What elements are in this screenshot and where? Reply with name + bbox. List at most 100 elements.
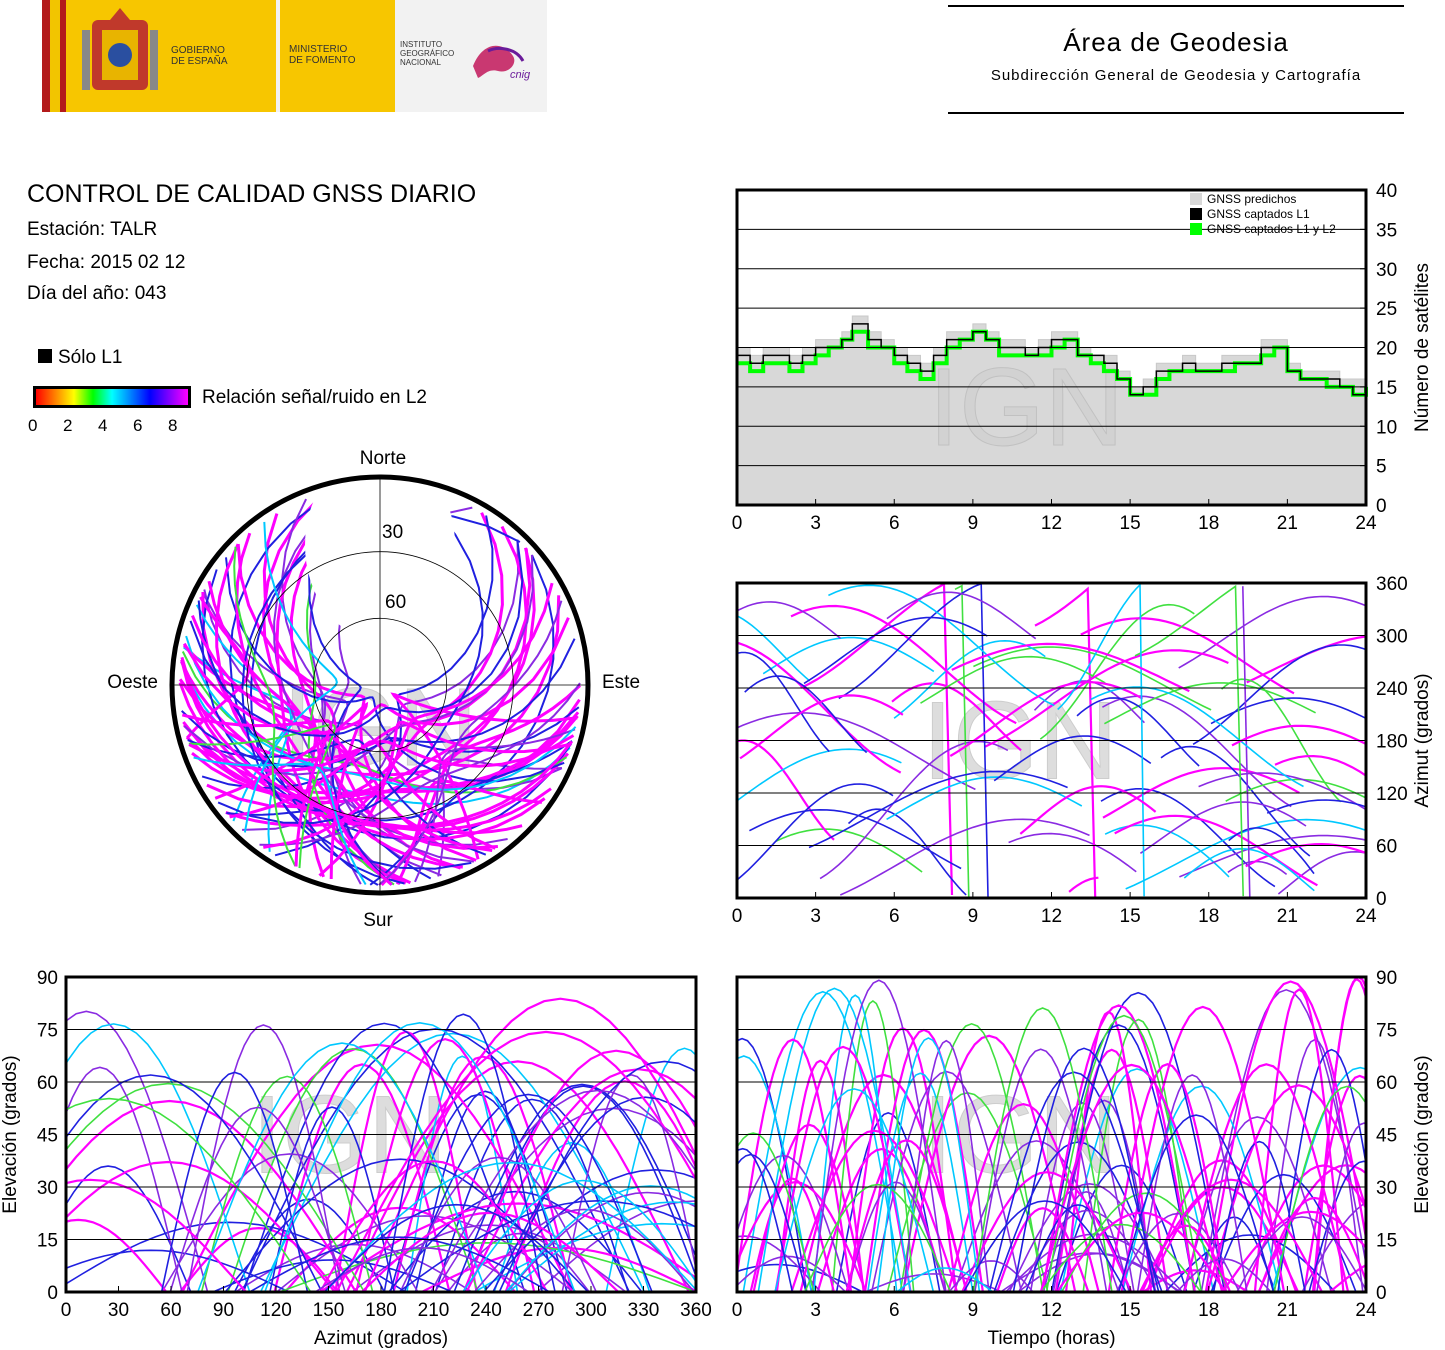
satellite-track bbox=[1257, 1196, 1366, 1292]
satellite-track bbox=[774, 1045, 912, 1292]
satellite-track bbox=[803, 616, 988, 685]
satellite-track bbox=[749, 808, 962, 870]
satellite-track bbox=[197, 1042, 487, 1292]
satellite-track bbox=[847, 808, 967, 896]
y-tick-label: 30 bbox=[1376, 1178, 1397, 1199]
satellite-track bbox=[462, 1049, 696, 1292]
satellite-track bbox=[355, 1037, 536, 1292]
ring-label: 30 bbox=[382, 522, 403, 543]
satellite-track bbox=[737, 1235, 822, 1292]
ministry-label: MINISTERIO DE FOMENTO bbox=[289, 44, 356, 66]
satellite-track bbox=[737, 783, 894, 881]
y-tick-label: 60 bbox=[37, 1073, 58, 1094]
x-tick-label: 24 bbox=[1355, 1300, 1377, 1321]
satellite-track bbox=[1179, 834, 1366, 878]
satellite-track bbox=[188, 734, 575, 773]
satellite-track bbox=[1057, 583, 1145, 897]
legend-swatch bbox=[1190, 193, 1202, 205]
satellite-track bbox=[948, 1260, 1034, 1292]
x-tick-label: 18 bbox=[1198, 906, 1219, 927]
y-tick-label: 0 bbox=[1376, 889, 1387, 910]
satellite-track bbox=[742, 990, 904, 1292]
satellite-track bbox=[1221, 678, 1342, 803]
x-tick-label: 15 bbox=[1120, 1300, 1141, 1321]
satellite-track bbox=[737, 1132, 815, 1292]
flag-stripe bbox=[50, 0, 60, 112]
satellite-track bbox=[951, 642, 1190, 693]
satellite-track bbox=[1212, 1140, 1306, 1292]
satellite-track bbox=[737, 711, 976, 791]
snr-colorbar bbox=[33, 386, 191, 408]
track-group: IGN bbox=[66, 997, 696, 1292]
legend-label: GNSS captados L1 bbox=[1207, 207, 1310, 221]
satellite-track bbox=[996, 1207, 1090, 1292]
y-tick-label: 45 bbox=[1376, 1126, 1397, 1147]
skyplot-tracks: IGN bbox=[169, 474, 591, 896]
satellite-track bbox=[737, 615, 811, 682]
x-tick-label: 300 bbox=[575, 1300, 607, 1321]
satellite-track bbox=[421, 1246, 696, 1292]
satellite-track bbox=[308, 488, 393, 886]
y-tick-label: 30 bbox=[1376, 260, 1397, 281]
satellite-track bbox=[993, 735, 1152, 782]
satellite-track bbox=[920, 655, 1106, 704]
satellite-track bbox=[972, 1007, 1113, 1292]
satellite-track bbox=[1301, 1201, 1366, 1292]
satellite-track bbox=[388, 1190, 643, 1292]
x-tick-label: 24 bbox=[1355, 513, 1377, 534]
satellite-track bbox=[188, 723, 336, 869]
x-tick-label: 330 bbox=[628, 1300, 660, 1321]
satellite-track bbox=[447, 1232, 590, 1292]
x-tick-label: 15 bbox=[1120, 906, 1141, 927]
satellite-track bbox=[737, 1154, 850, 1292]
y-axis-title: Elevación (grados) bbox=[0, 1055, 21, 1213]
satellite-track bbox=[275, 484, 407, 885]
x-tick-label: 270 bbox=[523, 1300, 555, 1321]
satellite-track bbox=[319, 1202, 696, 1292]
legend-swatch bbox=[1190, 208, 1202, 220]
y-tick-label: 0 bbox=[47, 1283, 58, 1304]
satellite-track bbox=[1139, 1178, 1323, 1292]
satellite-track bbox=[1210, 1173, 1357, 1292]
satellite-track bbox=[319, 1160, 548, 1292]
x-tick-label: 6 bbox=[889, 513, 900, 534]
area-title: Área de Geodesia bbox=[1063, 27, 1289, 57]
doy-label: Día del año: 043 bbox=[27, 283, 167, 304]
satellite-track bbox=[263, 582, 554, 849]
satellite-track bbox=[378, 600, 563, 886]
satellite-track bbox=[273, 1063, 451, 1292]
satellite-track bbox=[973, 646, 1212, 711]
x-tick-label: 12 bbox=[1041, 513, 1062, 534]
satellite-track bbox=[498, 1060, 696, 1292]
satellite-track bbox=[831, 1000, 915, 1292]
satellite-track bbox=[974, 1048, 1108, 1292]
y-tick-label: 15 bbox=[37, 1231, 58, 1252]
north-label: Norte bbox=[360, 448, 406, 469]
satellite-track bbox=[193, 756, 367, 886]
satellite-track bbox=[1136, 1074, 1248, 1292]
satellite-track bbox=[66, 1165, 192, 1292]
satellite-track bbox=[324, 1161, 696, 1292]
x-tick-label: 210 bbox=[418, 1300, 450, 1321]
satellite-track bbox=[66, 1097, 312, 1292]
satellite-track bbox=[462, 1179, 696, 1292]
satellite-track bbox=[1076, 697, 1200, 767]
satellite-track bbox=[66, 1178, 247, 1292]
satellite-track bbox=[775, 828, 923, 873]
satellite-track bbox=[390, 692, 578, 860]
satellite-track bbox=[363, 997, 696, 1292]
satellite-track bbox=[1118, 1114, 1275, 1292]
satellite-track bbox=[66, 1010, 209, 1292]
satellite-track bbox=[1041, 1024, 1196, 1292]
snr-tick: 6 bbox=[133, 416, 143, 435]
satellite-track bbox=[242, 1022, 526, 1292]
plot-frame bbox=[735, 975, 1368, 1294]
snr-tick: 8 bbox=[168, 416, 178, 435]
x-tick-label: 360 bbox=[680, 1300, 712, 1321]
satellite-track bbox=[811, 979, 947, 1292]
x-tick-label: 0 bbox=[61, 1300, 72, 1321]
satellite-track bbox=[335, 1030, 696, 1292]
report-title: CONTROL DE CALIDAD GNSS DIARIO bbox=[27, 180, 477, 208]
satellite-track bbox=[737, 1038, 853, 1292]
ring-label: 60 bbox=[385, 592, 406, 613]
